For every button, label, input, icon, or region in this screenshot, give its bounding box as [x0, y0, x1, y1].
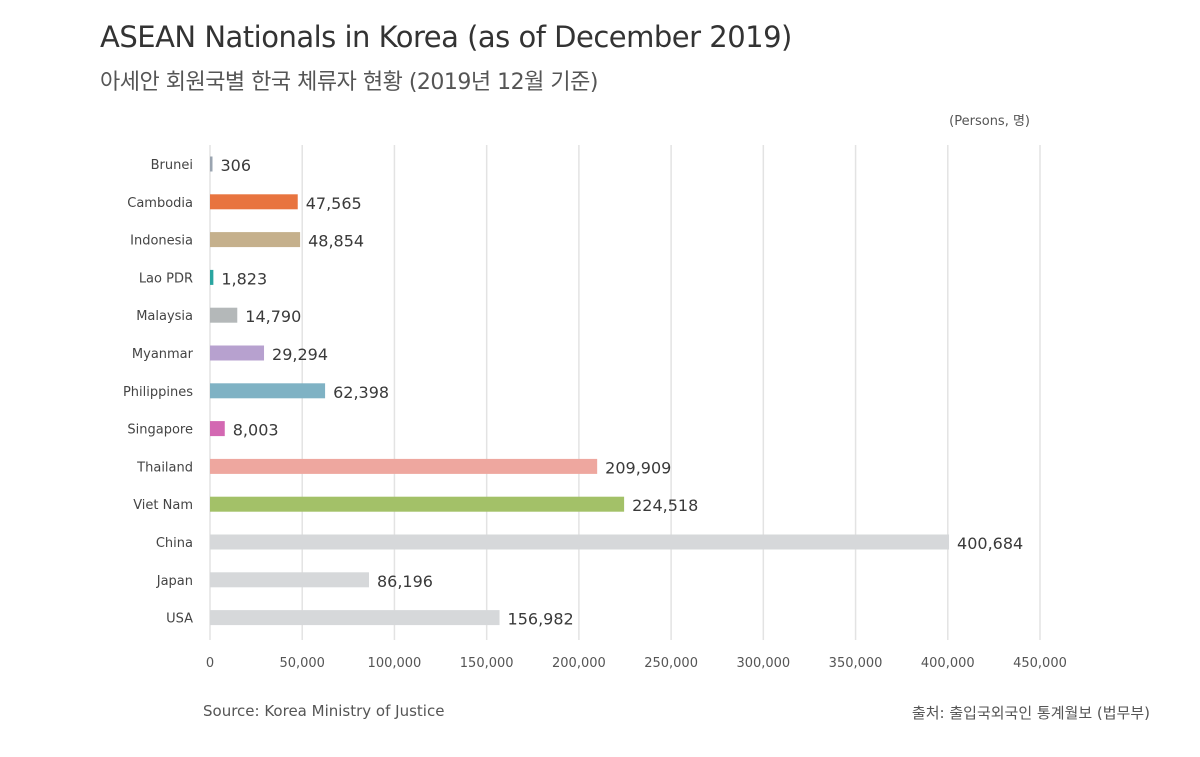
- value-label: 48,854: [308, 232, 364, 251]
- value-label: 224,518: [632, 496, 698, 515]
- bar: [210, 458, 598, 474]
- category-label: China: [156, 536, 193, 551]
- category-label: Myanmar: [132, 347, 194, 362]
- bar: [210, 345, 265, 361]
- category-label: Lao PDR: [139, 271, 193, 286]
- category-label: Singapore: [127, 423, 193, 438]
- bar: [210, 496, 625, 512]
- value-label: 47,565: [306, 194, 362, 213]
- category-label: Philippines: [123, 385, 193, 400]
- value-label: 8,003: [233, 421, 279, 440]
- bar: [210, 572, 369, 588]
- chart-title: ASEAN Nationals in Korea (as of December…: [100, 20, 792, 54]
- category-label: Japan: [156, 574, 193, 589]
- bar: [210, 307, 238, 323]
- bar: [210, 383, 326, 399]
- value-label: 400,684: [957, 534, 1023, 553]
- bar: [210, 194, 298, 210]
- category-label: Indonesia: [130, 234, 193, 249]
- bars: [210, 156, 950, 626]
- x-tick-label: 0: [206, 656, 214, 671]
- x-tick-label: 250,000: [644, 656, 698, 671]
- bar: [210, 534, 950, 550]
- gridlines: [209, 145, 1041, 640]
- category-label: USA: [166, 612, 193, 627]
- bar: [210, 156, 213, 172]
- unit-label: (Persons, 명): [949, 114, 1030, 129]
- bar: [210, 610, 500, 626]
- chart-subtitle: 아세안 회원국별 한국 체류자 현황 (2019년 12월 기준): [100, 70, 598, 95]
- bar: [210, 421, 225, 437]
- category-label: Malaysia: [136, 309, 193, 324]
- category-label: Thailand: [136, 460, 193, 475]
- value-label: 62,398: [333, 383, 389, 402]
- x-tick-label: 200,000: [552, 656, 606, 671]
- value-label: 156,982: [508, 610, 574, 629]
- x-tick-label: 300,000: [736, 656, 790, 671]
- x-axis-ticks: 0 50,000 100,000 150,000 200,000 250,000 300,0…: [206, 656, 1067, 671]
- value-label: 209,909: [605, 458, 671, 477]
- value-label: 29,294: [272, 345, 328, 364]
- value-label: 306: [221, 156, 252, 175]
- category-labels: Brunei Cambodia Indonesia Lao PDR Malaysia My…: [123, 158, 194, 627]
- x-tick-label: 50,000: [279, 656, 325, 671]
- value-labels: 306 47,565 48,854 1,823 14,790 29,294 62,398 8,…: [221, 156, 1024, 629]
- value-label: 86,196: [377, 572, 433, 591]
- source-korean: 출처: 출입국외국인 통계월보 (법무부): [911, 704, 1150, 722]
- category-label: Viet Nam: [133, 498, 193, 513]
- x-tick-label: 400,000: [921, 656, 975, 671]
- value-label: 1,823: [221, 269, 267, 288]
- x-tick-label: 100,000: [368, 656, 422, 671]
- x-tick-label: 450,000: [1013, 656, 1067, 671]
- value-label: 14,790: [245, 307, 301, 326]
- source-english: Source: Korea Ministry of Justice: [203, 702, 445, 720]
- x-tick-label: 150,000: [460, 656, 514, 671]
- category-label: Brunei: [151, 158, 193, 173]
- bar: [210, 269, 214, 285]
- bar: [210, 232, 301, 248]
- category-label: Cambodia: [127, 196, 193, 211]
- x-tick-label: 350,000: [829, 656, 883, 671]
